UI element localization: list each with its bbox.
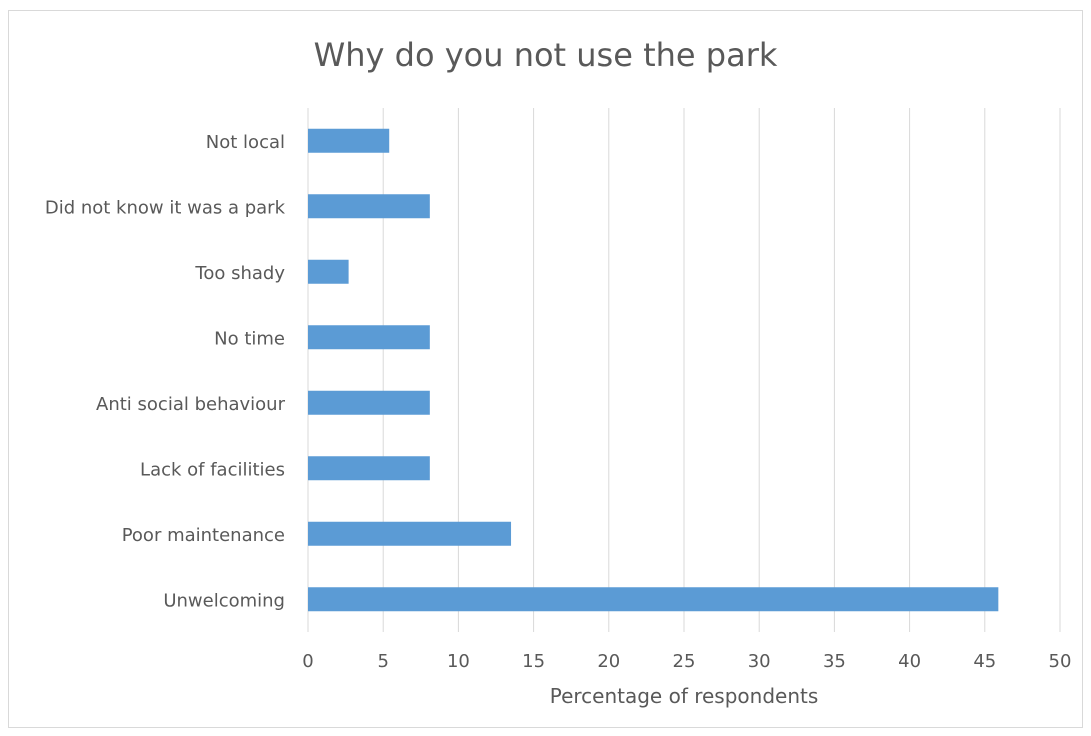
x-tick-label: 30 [748, 651, 771, 672]
bars [308, 128, 999, 612]
category-label: Not local [206, 132, 285, 153]
x-axis-title: Percentage of respondents [550, 684, 819, 708]
chart-title: Why do you not use the park [313, 36, 778, 74]
x-tick-label: 0 [302, 651, 313, 672]
x-tick-label: 20 [597, 651, 620, 672]
category-label: Anti social behaviour [96, 394, 286, 415]
bar [308, 521, 512, 546]
category-label: Did not know it was a park [45, 197, 286, 218]
category-label: Poor maintenance [122, 525, 285, 546]
x-tick-label: 35 [823, 651, 846, 672]
x-tick-label: 10 [447, 651, 470, 672]
category-label: Too shady [194, 263, 285, 284]
x-tick-label: 40 [898, 651, 921, 672]
bar [308, 456, 430, 481]
x-tick-label: 50 [1049, 651, 1072, 672]
bar [308, 259, 349, 284]
bar [308, 587, 999, 612]
category-label: No time [214, 328, 285, 349]
bar [308, 194, 430, 219]
x-tick-labels: 0 5 10 15 20 25 30 35 40 45 50 [302, 651, 1071, 672]
category-label: Unwelcoming [163, 590, 285, 611]
bar [308, 390, 430, 415]
x-tick-label: 15 [522, 651, 545, 672]
x-tick-label: 45 [973, 651, 996, 672]
bar [308, 325, 430, 350]
category-labels: Not local Did not know it was a park Too s… [45, 132, 286, 612]
grid-lines [307, 108, 1061, 632]
bar [308, 128, 390, 153]
category-label: Lack of facilities [140, 459, 285, 480]
x-tick-label: 5 [377, 651, 388, 672]
x-tick-label: 25 [673, 651, 696, 672]
